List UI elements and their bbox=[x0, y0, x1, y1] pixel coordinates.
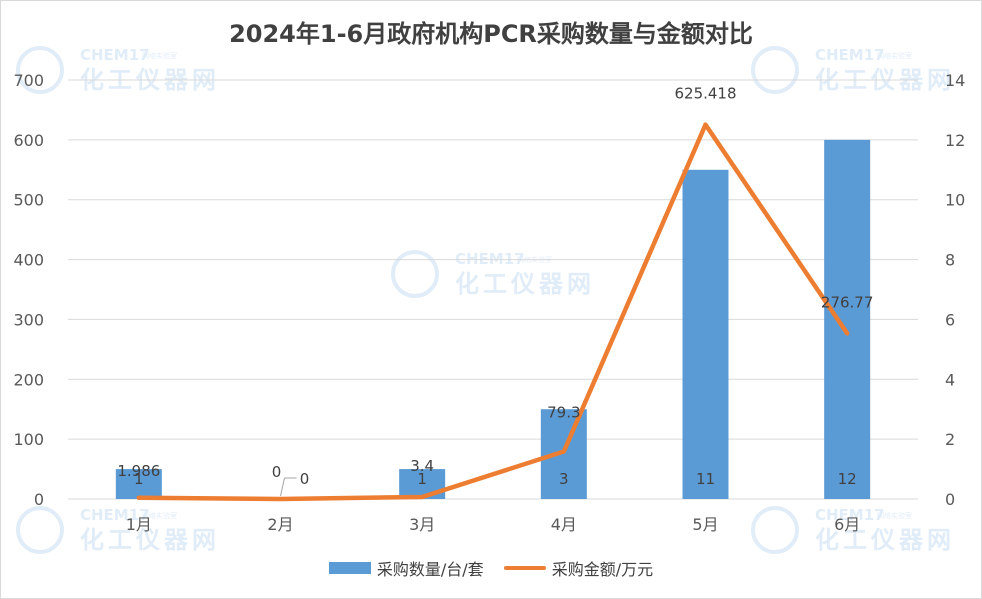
line-data-label: 3.4 bbox=[410, 457, 434, 475]
legend-swatch-line bbox=[503, 566, 546, 570]
line-path bbox=[136, 122, 850, 502]
watermark-name: 化工仪器网 bbox=[455, 270, 595, 298]
line-data-label: 0 bbox=[272, 463, 282, 481]
y-left-tick-label: 300 bbox=[13, 310, 44, 329]
line-point bbox=[703, 122, 708, 127]
y-left-tick-label: 600 bbox=[13, 131, 44, 150]
bar-data-label: 3 bbox=[559, 470, 569, 488]
line-point bbox=[136, 495, 141, 500]
line-data-label: 79.3 bbox=[547, 404, 580, 422]
watermark-name: 化工仪器网 bbox=[815, 526, 955, 554]
line-point bbox=[420, 494, 425, 499]
legend-label-quantity: 采购数量/台/套 bbox=[376, 560, 484, 579]
bar-data-label: 1 bbox=[417, 470, 427, 488]
x-tick-label: 6月 bbox=[834, 515, 860, 534]
bar-data-label: 12 bbox=[838, 470, 857, 488]
line-point bbox=[278, 497, 283, 501]
x-tick-label: 5月 bbox=[692, 515, 718, 534]
y-left-tick-label: 0 bbox=[34, 490, 44, 509]
watermark-brand: CHEM17 bbox=[80, 506, 150, 524]
y-right-tick-label: 8 bbox=[945, 251, 955, 270]
legend-item-quantity: 采购数量/台/套 bbox=[328, 556, 484, 580]
watermark-logo-icon bbox=[391, 250, 439, 298]
y-left-tick-label: 100 bbox=[13, 430, 44, 449]
y-left-tick-label: 700 bbox=[13, 71, 44, 90]
y-right-tick-label: 14 bbox=[945, 71, 965, 90]
line-data-label: 1.986 bbox=[117, 462, 160, 480]
watermark-name: 化工仪器网 bbox=[80, 526, 220, 554]
x-tick-label: 2月 bbox=[267, 515, 293, 534]
line-point bbox=[845, 331, 850, 336]
watermark-logo-icon bbox=[751, 46, 799, 94]
y-right-tick-label: 10 bbox=[945, 191, 965, 210]
bar-data-label: 1 bbox=[134, 470, 144, 488]
bar bbox=[824, 139, 871, 499]
x-axis: 1月 2月 3月 4月 5月 6月 bbox=[126, 515, 861, 534]
watermark-slogan: 网络实验室 bbox=[142, 511, 177, 520]
y-right-tick-label: 12 bbox=[945, 131, 965, 150]
bar-series bbox=[115, 139, 871, 500]
label-leader-line bbox=[280, 477, 297, 497]
legend-swatch-bar bbox=[328, 562, 371, 574]
line-data-label: 625.418 bbox=[674, 85, 736, 103]
bar bbox=[115, 469, 162, 499]
bar-data-label: 11 bbox=[696, 470, 715, 488]
watermark-logo-icon bbox=[16, 46, 64, 94]
line-point bbox=[561, 449, 566, 454]
chart-title: 2024年1-6月政府机构PCR采购数量与金额对比 bbox=[229, 20, 753, 48]
watermark-logo-icon bbox=[751, 506, 799, 554]
y-right-tick-label: 2 bbox=[945, 430, 955, 449]
watermark-slogan: 网络实验室 bbox=[877, 511, 912, 520]
y-axis-right: 0 2 4 6 8 10 12 14 bbox=[945, 71, 965, 509]
data-labels: 1 0 1 3 11 12 1.986 0 3.4 79.3 625.418 276.77 bbox=[117, 85, 874, 497]
bar-data-label: 0 bbox=[300, 470, 310, 488]
legend-label-amount: 采购金额/万元 bbox=[551, 560, 654, 579]
y-left-tick-label: 200 bbox=[13, 370, 44, 389]
watermark-slogan: 网络实验室 bbox=[142, 51, 177, 60]
x-tick-label: 4月 bbox=[551, 515, 577, 534]
legend-item-amount: 采购金额/万元 bbox=[503, 556, 654, 580]
y-axis-left: 0 100 200 300 400 500 600 700 bbox=[13, 71, 44, 509]
y-right-tick-label: 6 bbox=[945, 310, 955, 329]
x-tick-label: 1月 bbox=[126, 515, 152, 534]
watermark-brand: CHEM17 bbox=[80, 46, 150, 64]
watermark-brand: CHEM17 bbox=[455, 250, 525, 268]
y-right-tick-label: 4 bbox=[945, 370, 955, 389]
watermark-logo-icon bbox=[16, 506, 64, 554]
y-left-tick-label: 500 bbox=[13, 191, 44, 210]
watermark-brand: CHEM17 bbox=[815, 46, 885, 64]
watermark-brand: CHEM17 bbox=[815, 506, 885, 524]
line-data-label: 276.77 bbox=[821, 293, 874, 311]
y-left-tick-label: 400 bbox=[13, 251, 44, 270]
legend: 采购数量/台/套 采购金额/万元 bbox=[0, 556, 982, 580]
watermark-slogan: 网络实验室 bbox=[877, 51, 912, 60]
y-right-tick-label: 0 bbox=[945, 490, 955, 509]
bar bbox=[682, 169, 729, 500]
x-tick-label: 3月 bbox=[409, 515, 435, 534]
line-series bbox=[136, 122, 850, 502]
